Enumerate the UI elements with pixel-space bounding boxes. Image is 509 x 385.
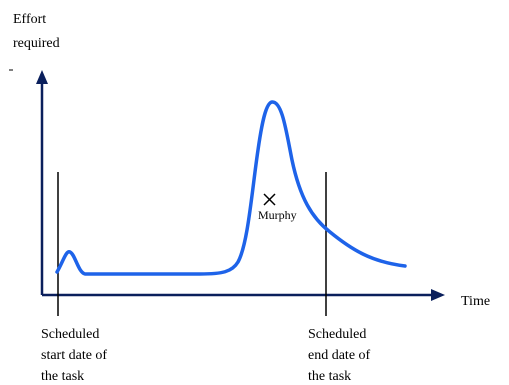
murphy-marker-cross-b	[263, 193, 276, 206]
x-axis-arrowhead	[431, 289, 445, 301]
y-axis-label-line-1: Effort	[13, 12, 46, 27]
start-label-line-3: the task	[41, 369, 84, 384]
start-label-line-1: Scheduled	[41, 327, 99, 342]
y-axis-arrowhead	[36, 70, 48, 84]
end-label-line-3: the task	[308, 369, 351, 384]
murphy-label: Murphy	[258, 208, 297, 222]
start-label-line-2: start date of	[41, 348, 107, 363]
end-label-line-2: end date of	[308, 348, 371, 363]
effort-curve	[55, 100, 407, 276]
y-axis-label-line-2: required	[13, 36, 60, 51]
x-axis-label: Time	[461, 294, 490, 309]
end-label-line-1: Scheduled	[308, 327, 366, 342]
